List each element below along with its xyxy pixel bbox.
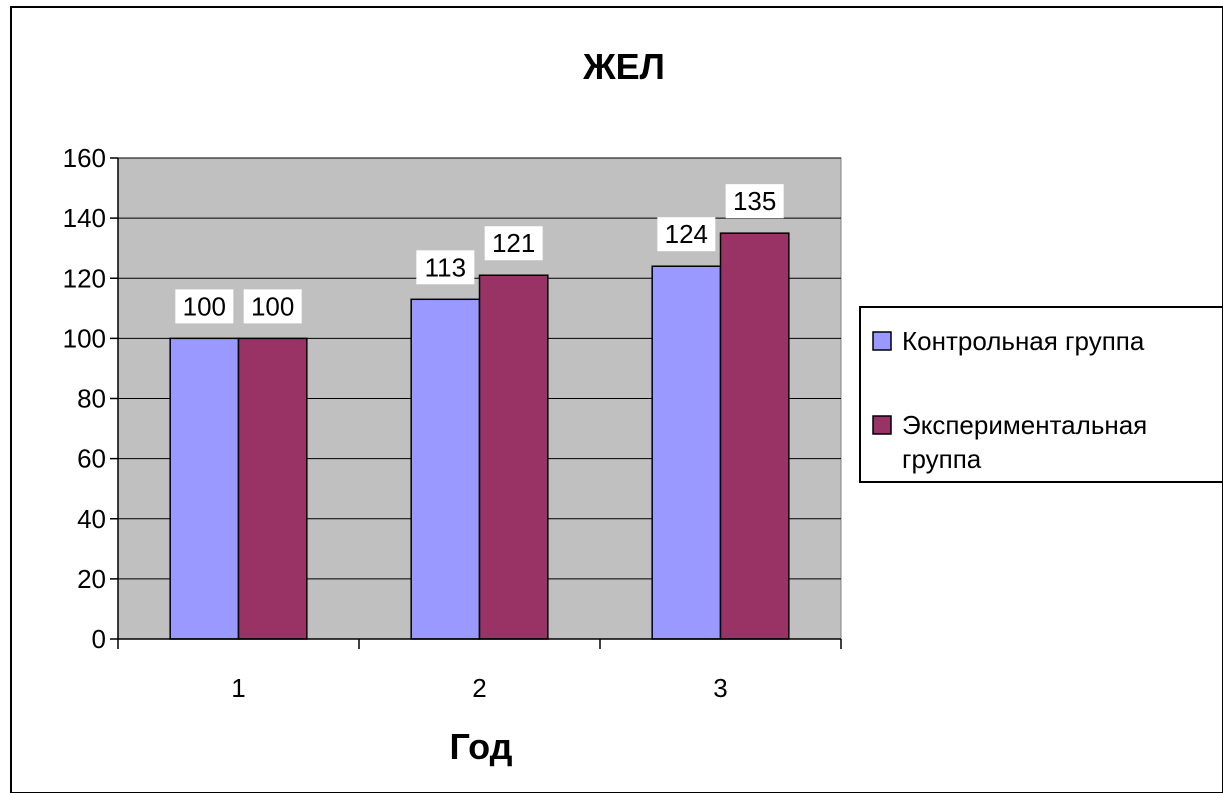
bar-experimental [237, 337, 308, 640]
bar-control [410, 298, 481, 640]
y-tick-label: 140 [63, 203, 106, 233]
data-label-background [243, 289, 302, 324]
data-label-background [484, 226, 543, 261]
y-tick-label: 100 [63, 323, 106, 353]
data-label-background [416, 250, 475, 285]
y-tick-label: 60 [77, 444, 106, 474]
data-label-background [657, 217, 716, 252]
data-labels: 100 100 113 121 124 135 [175, 184, 784, 324]
y-tick-label: 0 [92, 624, 106, 654]
data-label: 135 [733, 186, 776, 216]
y-tick-label: 120 [63, 263, 106, 293]
data-label-background [175, 289, 234, 324]
data-label-background [725, 184, 784, 219]
bar-experimental [478, 274, 549, 640]
x-axis: 1 2 3 [117, 638, 842, 703]
bar-control [651, 265, 722, 640]
data-label: 113 [425, 252, 466, 282]
x-tick-label: 2 [472, 673, 486, 703]
x-tick-label: 1 [231, 673, 245, 703]
bar-control [169, 337, 240, 640]
legend-label-experimental-line2: группа [902, 444, 982, 474]
bars [169, 232, 790, 640]
x-tick-label: 3 [713, 673, 727, 703]
data-label: 124 [665, 219, 708, 249]
chart-title: ЖЕЛ [582, 46, 665, 87]
legend: Контрольная группа Экспериментальная гру… [859, 306, 1223, 483]
y-tick-label: 80 [77, 384, 106, 414]
data-label: 100 [251, 291, 294, 321]
y-tick-label: 160 [63, 143, 106, 173]
legend-swatch-control [872, 331, 892, 351]
legend-label-control: Контрольная группа [902, 326, 1145, 356]
data-label: 121 [492, 228, 535, 258]
data-label: 100 [183, 291, 226, 321]
x-axis-title: Год [450, 726, 513, 767]
legend-swatch-experimental [872, 415, 892, 435]
y-tick-label: 40 [77, 504, 106, 534]
legend-label-experimental-line1: Экспериментальная [902, 410, 1147, 440]
y-axis: 0 20 40 60 80 100 120 140 160 [63, 143, 119, 654]
bar-experimental [719, 232, 790, 640]
legend-box [859, 306, 1223, 483]
y-tick-label: 20 [77, 564, 106, 594]
